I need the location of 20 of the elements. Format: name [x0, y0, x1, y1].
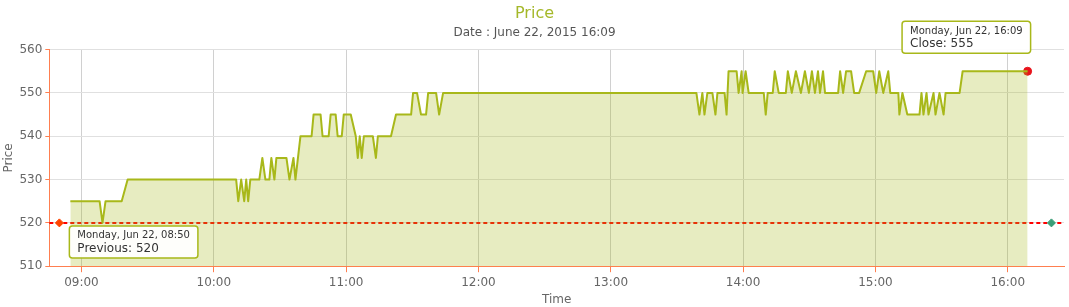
x-tick-label: 09:00	[64, 274, 99, 289]
y-tick-label: 540	[19, 128, 43, 143]
x-tick-label: 13:00	[593, 274, 629, 289]
x-tick-label: 14:00	[725, 274, 761, 289]
y-tick-label: 560	[19, 41, 43, 56]
y-tick-label: 520	[19, 215, 43, 230]
chart-title: Price	[514, 2, 555, 22]
y-tick-label: 530	[19, 171, 43, 186]
x-tick-label: 10:00	[196, 274, 232, 289]
y-tick-label: 550	[19, 85, 43, 100]
y-axis-title: Price	[1, 143, 16, 173]
annotation: Monday, Jun 22, 08:50 Previous: 520	[77, 229, 190, 256]
x-tick-label: 15:00	[858, 274, 893, 289]
chart-subtitle: Date : June 22, 2015 16:09	[453, 24, 616, 39]
x-axis-title: Time	[540, 291, 572, 306]
y-tick-label: 510	[19, 258, 43, 273]
x-tick-label: 16:00	[990, 274, 1026, 289]
annotation: Monday, Jun 22, 16:09 Close: 555	[910, 24, 1023, 51]
x-tick-label: 12:00	[461, 274, 496, 289]
x-tick-label: 11:00	[328, 274, 364, 289]
